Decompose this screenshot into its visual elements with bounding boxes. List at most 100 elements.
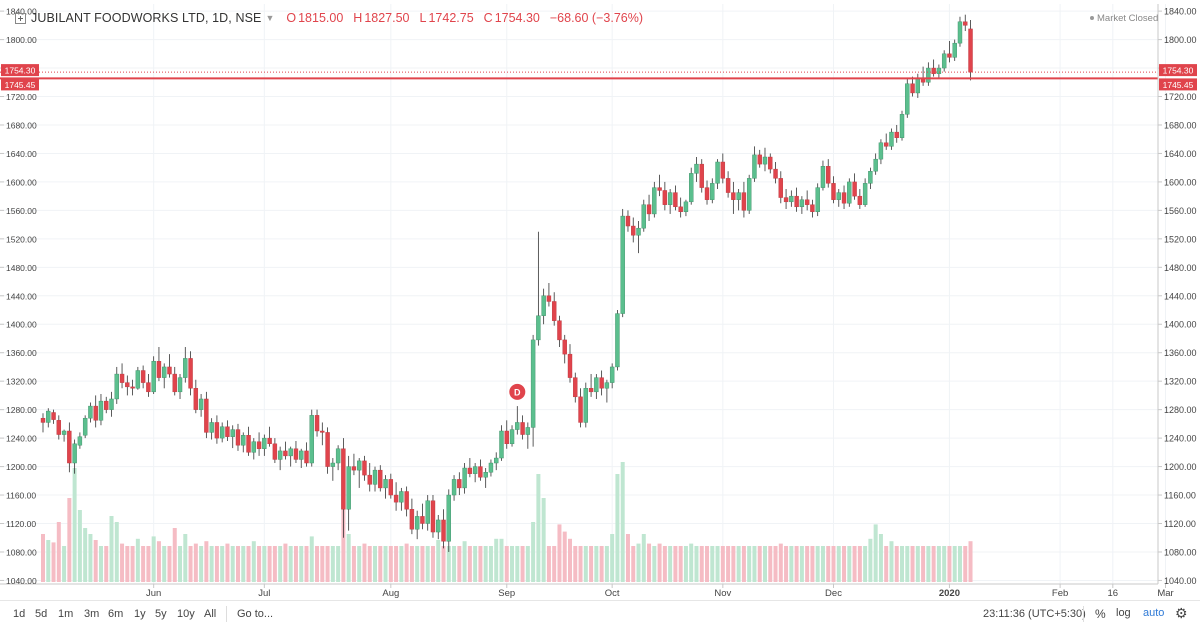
candle-body[interactable] [673,192,678,208]
candle-body[interactable] [725,178,731,193]
candle-body[interactable] [104,400,109,410]
candle-body[interactable] [51,412,56,420]
range-1y-button[interactable]: 1y [134,608,146,620]
candle-body[interactable] [383,479,388,489]
candle-body[interactable] [325,432,330,467]
candle-body[interactable] [736,192,741,200]
candle-body[interactable] [773,168,778,179]
candle-body[interactable] [588,388,594,393]
candle-body[interactable] [414,516,420,530]
candle-body[interactable] [56,420,62,435]
candle-body[interactable] [868,171,873,184]
candle-body[interactable] [335,448,341,464]
candle-body[interactable] [905,83,910,115]
settings-gear-icon[interactable]: ⚙ [1175,605,1188,621]
candle-body[interactable] [804,199,810,205]
candle-body[interactable] [320,430,325,433]
candle-body[interactable] [783,197,789,203]
candle-body[interactable] [404,491,409,510]
candle-body[interactable] [46,410,51,423]
candle-body[interactable] [193,388,199,410]
candle-body[interactable] [357,460,362,471]
candle-body[interactable] [140,370,146,383]
candle-body[interactable] [72,443,77,464]
candle-body[interactable] [546,295,552,302]
auto-scale-button[interactable]: auto [1143,607,1165,619]
candle-body[interactable] [246,435,251,453]
range-1m-button[interactable]: 1m [58,608,74,620]
candle-body[interactable] [789,195,794,203]
candle-body[interactable] [899,114,905,138]
candle-body[interactable] [441,519,446,542]
candle-body[interactable] [198,398,204,410]
candle-body[interactable] [61,430,67,435]
candle-body[interactable] [947,53,952,58]
range-1d-button[interactable]: 1d [13,608,26,620]
candle-body[interactable] [520,422,525,435]
candle-body[interactable] [715,161,720,184]
candle-body[interactable] [957,21,963,44]
range-5d-button[interactable]: 5d [35,608,48,620]
candle-body[interactable] [936,67,942,74]
candle-body[interactable] [304,450,309,464]
candle-body[interactable] [746,178,752,211]
candle-body[interactable] [910,83,915,94]
range-all-button[interactable]: All [204,608,217,620]
candle-body[interactable] [931,67,936,74]
candle-body[interactable] [119,373,125,383]
candle-body[interactable] [409,509,415,530]
candle-body[interactable] [114,373,119,400]
candle-body[interactable] [683,201,689,213]
candle-body[interactable] [631,225,636,236]
candle-body[interactable] [462,467,467,489]
candle-body[interactable] [615,313,620,368]
candle-body[interactable] [652,187,657,215]
dividend-marker-icon[interactable] [509,383,526,400]
candle-body[interactable] [551,301,557,321]
candle-body[interactable] [272,443,278,460]
candle-body[interactable] [578,396,583,423]
candle-body[interactable] [330,462,336,467]
candle-body[interactable] [299,450,304,460]
candle-body[interactable] [183,358,188,378]
candle-body[interactable] [225,426,230,437]
candle-body[interactable] [810,204,815,213]
percent-scale-button[interactable]: % [1095,607,1106,621]
candle-body[interactable] [509,429,515,445]
candle-body[interactable] [156,361,162,378]
candle-body[interactable] [478,466,483,478]
symbol-title[interactable]: JUBILANT FOODWORKS LTD, 1D, NSE [31,11,262,25]
candle-body[interactable] [799,199,805,208]
candle-body[interactable] [483,472,488,478]
candle-body[interactable] [146,382,151,393]
range-3m-button[interactable]: 3m [84,608,100,620]
candle-body[interactable] [130,386,135,389]
candle-body[interactable] [309,415,314,464]
candle-body[interactable] [235,429,241,446]
candle-body[interactable] [230,429,235,437]
candle-body[interactable] [826,166,831,184]
candle-body[interactable] [372,469,378,485]
candle-body[interactable] [599,377,604,389]
candle-body[interactable] [768,156,773,170]
candle-body[interactable] [177,377,183,393]
candle-body[interactable] [741,192,747,211]
candle-body[interactable] [678,206,683,213]
candle-body[interactable] [40,417,46,423]
candle-body[interactable] [583,388,589,423]
range-10y-button[interactable]: 10y [177,608,195,620]
candle-body[interactable] [662,190,668,205]
candle-body[interactable] [873,158,878,172]
candle-body[interactable] [67,430,72,464]
candle-body[interactable] [926,67,931,83]
candle-body[interactable] [214,422,220,439]
candle-body[interactable] [604,382,610,389]
candle-body[interactable] [367,474,372,485]
candle-body[interactable] [857,195,863,205]
candle-body[interactable] [541,295,546,316]
candle-body[interactable] [451,479,457,496]
candle-body[interactable] [467,467,473,474]
candle-body[interactable] [752,154,757,179]
price-chart[interactable]: 1040.00 1040.00 1080.00 1080.00 1120.00 1120.… [0,0,1200,600]
candle-body[interactable] [646,204,652,215]
